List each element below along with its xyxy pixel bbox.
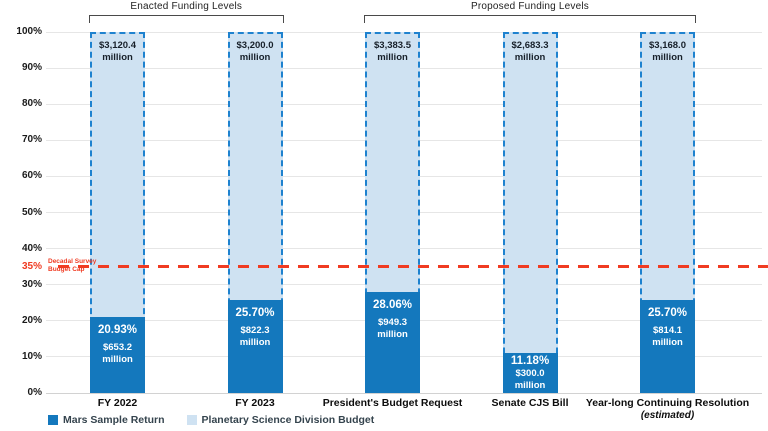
- group-bracket: [89, 15, 284, 23]
- msr-value-label: $822.3 million: [239, 325, 271, 349]
- y-axis-tick-label: 70%: [21, 134, 42, 146]
- msr-segment: 25.70% $822.3 million: [227, 300, 283, 393]
- stacked-bar: $3,168.0 million 25.70% $814.1 million: [640, 32, 695, 393]
- msr-pct-label: 25.70%: [647, 307, 687, 320]
- cap-line-label: Decadal Survey Budget Cap: [48, 257, 97, 274]
- x-axis-label: President's Budget Request: [322, 397, 463, 409]
- y-axis-tick-label: 80%: [21, 98, 42, 110]
- msr-value-label: $653.2 million: [102, 342, 133, 366]
- x-axis-label: Year-long Continuing Resolution (estimate…: [585, 397, 750, 422]
- stacked-bar: $3,383.5 million 28.06% $949.3 million: [365, 32, 420, 393]
- y-axis-tick-label: 10%: [21, 350, 42, 362]
- legend-swatch: [186, 415, 197, 425]
- group-bracket-label: Proposed Funding Levels: [470, 1, 589, 12]
- y-axis-tick-label: 90%: [21, 62, 42, 74]
- legend-item: Mars Sample Return: [48, 414, 165, 426]
- msr-segment: 28.06% $949.3 million: [365, 291, 420, 393]
- legend-label: Mars Sample Return: [63, 414, 165, 426]
- msr-value-label: $814.1 million: [652, 325, 683, 349]
- group-bracket: [364, 15, 696, 23]
- msr-segment: 25.70% $814.1 million: [640, 300, 695, 393]
- bar-total-label: $3,383.5 million: [374, 40, 411, 64]
- y-axis-tick-label: 40%: [21, 242, 42, 254]
- legend-label: Planetary Science Division Budget: [201, 414, 375, 426]
- y-axis-tick-label: 20%: [21, 314, 42, 326]
- group-bracket-label: Enacted Funding Levels: [130, 1, 243, 12]
- y-axis-tick-label: 50%: [21, 206, 42, 218]
- bar-total-label: $3,200.0 million: [236, 40, 274, 64]
- legend: Mars Sample Return Planetary Science Divi…: [48, 414, 374, 426]
- bar-total-label: $3,168.0 million: [649, 40, 686, 64]
- y-axis-tick-label: 30%: [21, 278, 42, 290]
- msr-pct-label: 28.06%: [372, 298, 412, 311]
- msr-pct-label: 20.93%: [97, 324, 137, 337]
- msr-value-label: $949.3 million: [377, 316, 408, 340]
- bar-total-label: $3,120.4 million: [99, 40, 136, 64]
- x-axis-label: FY 2022: [97, 397, 138, 409]
- msr-segment: 20.93% $653.2 million: [90, 317, 145, 393]
- y-axis-tick-label: 0%: [27, 387, 42, 398]
- decadal-cap-line: [58, 265, 768, 269]
- bar-total-label: $2,683.3 million: [511, 40, 549, 64]
- stacked-bar: $2,683.3 million 11.18% $300.0 million: [502, 32, 558, 393]
- msr-segment: 11.18% $300.0 million: [502, 352, 558, 393]
- msr-pct-label: 11.18%: [510, 354, 550, 367]
- msr-value-label: $300.0 million: [514, 367, 546, 391]
- y-axis-tick-label: 60%: [21, 170, 42, 182]
- gridline: [46, 392, 762, 394]
- stacked-bar: $3,200.0 million 25.70% $822.3 million: [227, 32, 283, 393]
- y-axis-tick-label: 100%: [16, 26, 42, 37]
- legend-swatch: [48, 415, 58, 425]
- stacked-bar: $3,120.4 million 20.93% $653.2 million: [90, 32, 145, 393]
- cap-axis-tick-label: 35%: [21, 260, 42, 272]
- legend-item: Planetary Science Division Budget: [186, 414, 375, 426]
- x-axis-label: Senate CJS Bill: [491, 397, 569, 409]
- msr-pct-label: 25.70%: [235, 307, 275, 320]
- x-axis-label: FY 2023: [235, 397, 275, 409]
